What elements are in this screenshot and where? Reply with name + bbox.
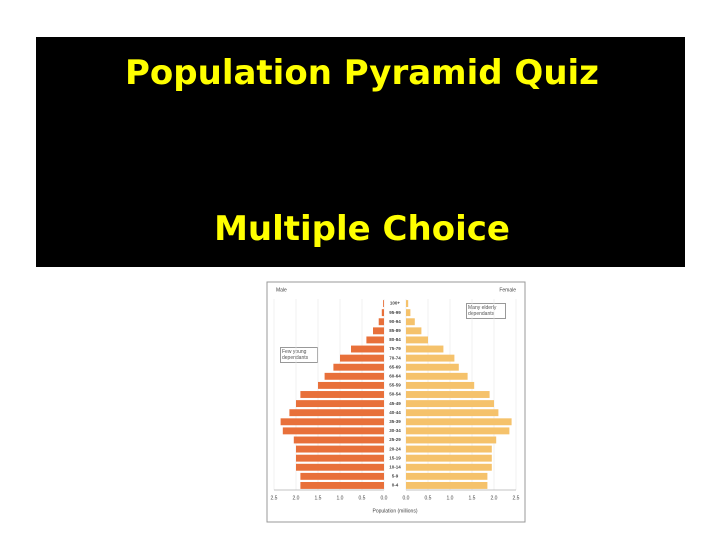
age-label: 80-84 bbox=[389, 337, 401, 342]
bar bbox=[378, 318, 384, 326]
x-tick-label: 0.0 bbox=[381, 495, 388, 501]
x-tick-label: 0.0 bbox=[403, 495, 410, 501]
age-label: 30-34 bbox=[389, 428, 401, 433]
age-label: 45-49 bbox=[389, 401, 401, 406]
age-label: 35-39 bbox=[389, 419, 401, 424]
age-label: 85-89 bbox=[389, 328, 401, 333]
age-label: 75-79 bbox=[389, 346, 401, 351]
bar bbox=[300, 391, 384, 398]
x-tick-label: 0.5 bbox=[425, 495, 432, 501]
age-label: 50-54 bbox=[389, 392, 401, 397]
age-label: 90-94 bbox=[389, 319, 401, 324]
right-label: Female bbox=[499, 287, 516, 293]
x-tick-label: 2.0 bbox=[293, 495, 300, 501]
age-label: 0-4 bbox=[392, 483, 399, 488]
bar bbox=[351, 345, 384, 353]
age-label: 100+ bbox=[390, 301, 401, 306]
bar bbox=[406, 472, 488, 480]
bar bbox=[300, 472, 384, 480]
bar bbox=[406, 409, 499, 417]
x-tick-label: 1.5 bbox=[469, 495, 476, 501]
age-label: 15-19 bbox=[389, 455, 401, 460]
bar bbox=[296, 463, 384, 471]
slide-subtitle: Multiple Choice bbox=[214, 209, 510, 249]
bar bbox=[373, 327, 384, 335]
bar bbox=[406, 454, 492, 462]
bar bbox=[406, 309, 411, 317]
bar bbox=[282, 427, 384, 435]
age-label: 5-9 bbox=[392, 474, 399, 479]
bar bbox=[406, 400, 494, 408]
bar bbox=[300, 481, 384, 489]
annotation: Many elderly dependants bbox=[466, 303, 506, 319]
slide-title: Population Pyramid Quiz bbox=[125, 53, 599, 93]
x-tick-label: 1.0 bbox=[447, 495, 454, 501]
bar bbox=[406, 481, 488, 489]
bar bbox=[324, 372, 384, 380]
age-label: 20-24 bbox=[389, 446, 401, 451]
title-banner bbox=[36, 37, 685, 267]
bar bbox=[406, 445, 492, 453]
bar bbox=[406, 418, 512, 426]
bar bbox=[406, 363, 459, 371]
age-label: 60-64 bbox=[389, 373, 401, 378]
x-tick-label: 2.0 bbox=[491, 495, 498, 501]
bar bbox=[293, 436, 384, 444]
annotation-box: Few young dependants bbox=[280, 347, 318, 363]
x-tick-label: 1.5 bbox=[315, 495, 322, 501]
age-label: 10-14 bbox=[389, 464, 401, 469]
annotation-box: Many elderly dependants bbox=[466, 303, 506, 319]
bar bbox=[406, 300, 409, 308]
bar bbox=[381, 309, 384, 317]
bar bbox=[296, 445, 384, 453]
x-axis-title: Population (millions) bbox=[372, 508, 417, 514]
bar bbox=[406, 381, 475, 389]
bar bbox=[340, 354, 384, 362]
age-label: 70-74 bbox=[389, 355, 401, 360]
bar bbox=[406, 354, 455, 362]
bar bbox=[280, 418, 384, 426]
x-tick-label: 0.5 bbox=[359, 495, 366, 501]
bar bbox=[296, 400, 384, 408]
bar bbox=[406, 327, 422, 335]
annotation: Few young dependants bbox=[280, 347, 318, 363]
age-label: 25-29 bbox=[389, 437, 401, 442]
age-label: 40-44 bbox=[389, 410, 401, 415]
bar bbox=[296, 454, 384, 462]
bar bbox=[333, 363, 384, 371]
x-tick-label: 2.5 bbox=[513, 495, 520, 501]
bar bbox=[406, 391, 490, 398]
x-tick-label: 1.0 bbox=[337, 495, 344, 501]
age-label: 65-69 bbox=[389, 364, 401, 369]
bar bbox=[406, 345, 444, 353]
bar bbox=[406, 463, 492, 471]
bar bbox=[406, 318, 415, 326]
bar bbox=[406, 427, 510, 435]
age-label: 95-99 bbox=[389, 310, 401, 315]
bar bbox=[289, 409, 384, 417]
bar bbox=[406, 372, 468, 380]
bar bbox=[406, 436, 497, 444]
bar bbox=[406, 336, 428, 344]
bar bbox=[366, 336, 384, 344]
bar bbox=[318, 381, 384, 389]
left-label: Male bbox=[276, 287, 287, 293]
bar bbox=[383, 300, 384, 308]
x-tick-label: 2.5 bbox=[271, 495, 278, 501]
age-label: 55-59 bbox=[389, 383, 401, 388]
